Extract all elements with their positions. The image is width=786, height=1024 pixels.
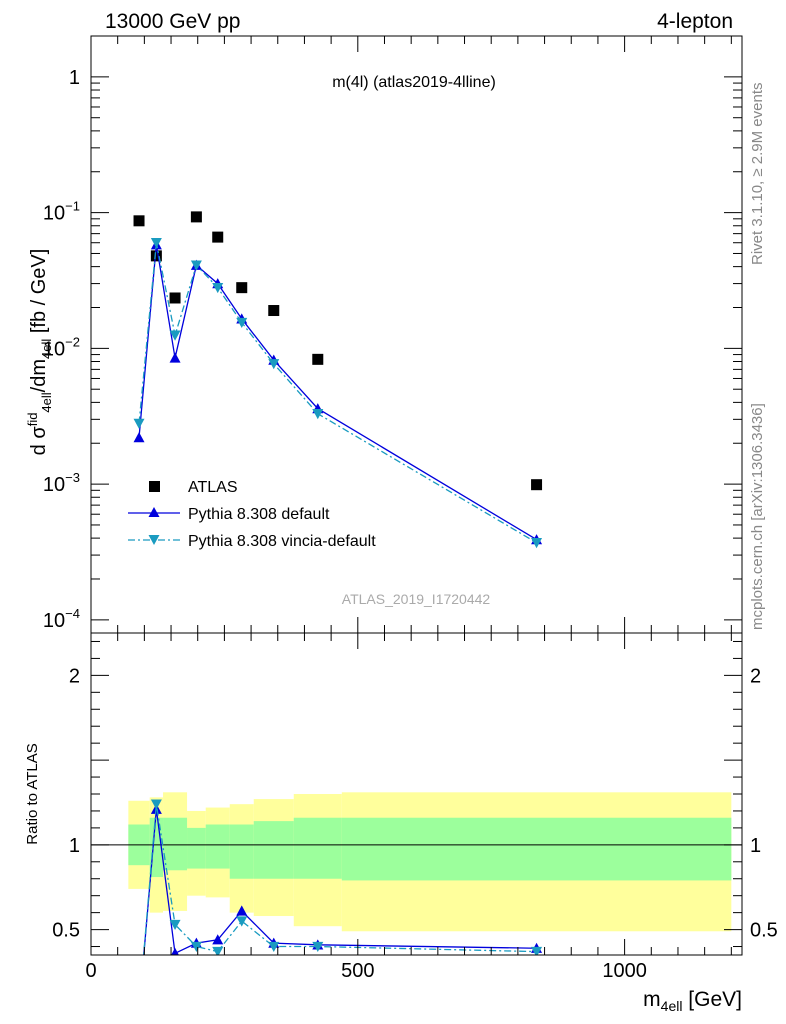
mc-data-point-2: [268, 359, 280, 370]
ratio-data-point-1: [150, 799, 162, 810]
main-title: m(4l) (atlas2019-4lline): [332, 74, 496, 91]
main-y-tick-label: 10−2: [43, 334, 80, 360]
watermark: ATLAS_2019_I1720442: [342, 591, 491, 607]
x-tick-label: 1000: [602, 960, 647, 982]
inner-band-bin: [341, 817, 732, 881]
ratio-y-tick-label-left: 1: [69, 835, 80, 857]
ratio-y-tick-labels: 0.5 0.5 1 1 2 2: [52, 665, 778, 941]
inner-band-bin: [293, 817, 342, 879]
mcplots-label: mcplots.cern.ch [arXiv:1306.3436]: [749, 403, 766, 630]
x-tick-label: 0: [85, 960, 96, 982]
atlas-data-point: [312, 353, 324, 365]
tick-exponent: −1: [65, 199, 80, 214]
main-y-tick-label: 1: [69, 67, 80, 89]
atlas-data-point: [150, 250, 162, 262]
main-y-tick-label: 10−4: [43, 606, 80, 632]
ratio-data-point-0: [171, 947, 179, 955]
legend-label-atlas: ATLAS: [188, 479, 238, 496]
ratio-data-point-0: [134, 1005, 145, 1015]
ratio-y-tick-label-right: 0.5: [750, 920, 778, 942]
tick-exponent: −3: [65, 470, 80, 485]
tick-mantissa: 10: [43, 474, 65, 496]
legend: ATLAS Pythia 8.308 default Pythia 8.308 …: [128, 479, 376, 550]
main-series: [133, 211, 543, 549]
mc-data-point-1: [133, 432, 145, 443]
ratio-y-tick-label-left: 2: [69, 665, 80, 687]
ratio-y-tick-label-right: 1: [750, 835, 761, 857]
ratio-panel: 0.5 0.5 1 1 2 2 0 500 1000 Ratio to ATLAS m4ell…: [24, 632, 778, 1015]
ratio-y-axis-label: Ratio to ATLAS: [24, 743, 41, 844]
mc-data-point-2: [212, 282, 224, 294]
atlas-data-point: [268, 305, 280, 317]
atlas-data-point: [133, 215, 145, 227]
atlas-data-point: [212, 231, 224, 243]
mc-data-point-2: [133, 418, 145, 429]
ratio-data-point-1: [134, 1004, 145, 1014]
ratio-data-point-1: [212, 946, 224, 955]
legend-label-default: Pythia 8.308 default: [188, 506, 330, 523]
x-tick-labels: 0 500 1000: [85, 960, 646, 982]
atlas-data-point: [531, 479, 543, 491]
ratio-uncertainty-bands: [128, 792, 732, 932]
ratio-data-point-1: [531, 946, 543, 955]
inner-band-bin: [187, 827, 206, 869]
main-series-line-2: [138, 242, 537, 544]
inner-band-bin: [163, 817, 188, 871]
ratio-data-point-1: [312, 941, 324, 953]
tick-exponent: −4: [65, 606, 80, 621]
mc-data-point-2: [236, 317, 248, 329]
tick-mantissa: 10: [43, 610, 65, 632]
atlas-data-point: [169, 292, 181, 304]
mc-data-point-2: [169, 330, 181, 341]
ratio-data-point-1: [190, 941, 202, 953]
legend-marker-atlas: [149, 481, 160, 492]
atlas-data-point: [236, 282, 248, 294]
main-panel: m(4l) (atlas2019-4lline) ATLAS_2019_I172…: [25, 35, 743, 634]
ratio-y-tick-label-right: 2: [750, 665, 761, 687]
main-y-tick-label: 10−3: [43, 470, 80, 496]
mc-data-point-2: [312, 409, 324, 420]
legend-marker-default: [148, 507, 160, 517]
header-energy-label: 13000 GeV pp: [105, 10, 240, 33]
atlas-data-point: [190, 211, 202, 223]
main-y-tick-labels: 110−110−210−310−4: [43, 67, 80, 632]
header-process-label: 4-lepton: [657, 10, 733, 33]
tick-mantissa: 10: [43, 203, 65, 225]
x-tick-label: 500: [341, 960, 374, 982]
x-axis-label: m4ell [GeV]: [643, 988, 742, 1014]
legend-label-vincia: Pythia 8.308 vincia-default: [188, 533, 376, 550]
mc-data-point-2: [531, 538, 543, 549]
ratio-frame: [90, 632, 743, 956]
tick-mantissa: 10: [43, 338, 65, 360]
ratio-data-point-0: [236, 905, 248, 916]
main-y-axis-label: d σfid4ell/dm4ell [fb / GeV]: [25, 249, 54, 456]
rivet-version-label: Rivet 3.1.10, ≥ 2.9M events: [749, 83, 766, 266]
ratio-ticks: [90, 633, 742, 955]
mc-data-point-1: [169, 352, 181, 363]
inner-band-bin: [205, 824, 230, 869]
inner-band-bin: [229, 824, 254, 879]
ratio-series: [134, 799, 543, 1015]
main-y-tick-label: 10−1: [43, 199, 80, 225]
legend-marker-vincia: [148, 535, 160, 545]
ratio-data-point-1: [169, 919, 181, 930]
tick-exponent: −2: [65, 334, 80, 349]
ratio-y-tick-label-left: 0.5: [52, 920, 80, 942]
ratio-data-point-1: [268, 941, 280, 953]
inner-band-bin: [253, 821, 294, 879]
mc-data-point-2: [190, 260, 202, 271]
ratio-data-point-0: [212, 934, 224, 945]
mc-data-point-2: [150, 238, 162, 249]
ratio-data-point-1: [236, 916, 248, 927]
